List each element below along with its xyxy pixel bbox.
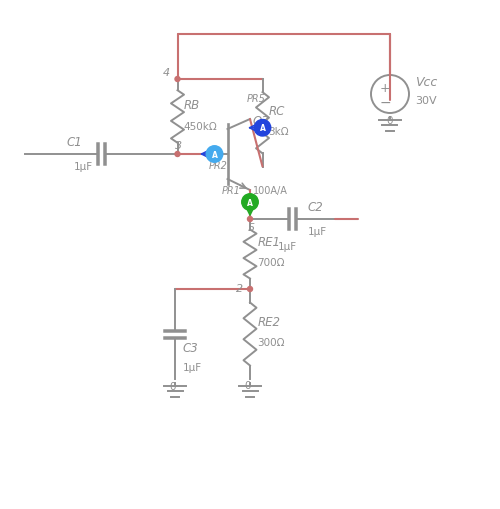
Circle shape [175,77,180,82]
Text: 2: 2 [236,284,243,294]
Text: RE2: RE2 [258,316,280,328]
Text: C2: C2 [308,201,323,214]
Text: RC: RC [268,104,285,118]
Text: 30V: 30V [415,96,436,106]
Text: 100A/A: 100A/A [252,186,288,195]
Text: PR5: PR5 [246,94,266,104]
Circle shape [254,120,271,137]
Text: 450kΩ: 450kΩ [184,122,218,132]
Text: A: A [247,198,253,207]
Text: A: A [212,150,218,159]
Text: 3kΩ: 3kΩ [268,127,289,136]
Circle shape [175,152,180,157]
Text: 0: 0 [386,116,392,126]
Text: 1μF: 1μF [74,162,93,172]
Text: 1μF: 1μF [278,242,296,251]
Text: A: A [260,124,266,133]
Text: 4: 4 [162,68,170,78]
Text: 700Ω: 700Ω [258,258,285,267]
Text: RB: RB [184,98,200,111]
Text: Vcc: Vcc [415,76,437,89]
Circle shape [248,217,252,222]
Text: +: + [380,82,390,95]
Text: RE1: RE1 [258,236,280,248]
Text: 0: 0 [169,381,175,391]
Text: 0: 0 [244,380,250,390]
Text: Q3: Q3 [252,114,269,127]
Text: 300Ω: 300Ω [258,337,285,347]
Text: PR1: PR1 [222,186,240,195]
Circle shape [242,194,258,211]
Text: 1μF: 1μF [308,227,326,237]
Text: PR2: PR2 [208,161,228,171]
Circle shape [206,147,223,163]
Text: 3: 3 [175,140,182,151]
Text: C3: C3 [182,342,198,355]
Text: −: − [379,95,391,109]
Text: C1: C1 [66,136,82,149]
Text: 1μF: 1μF [182,362,202,372]
Text: 5: 5 [248,222,254,233]
Circle shape [248,287,252,292]
